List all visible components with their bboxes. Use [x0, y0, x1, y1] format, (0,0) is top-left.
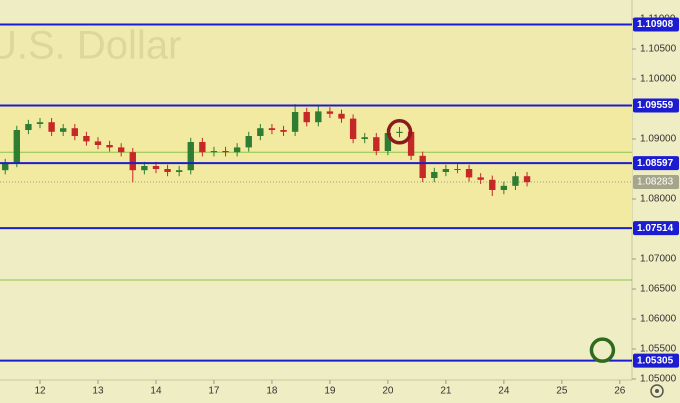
y-tick-label: 1.06000 — [640, 314, 677, 325]
gear-center[interactable] — [655, 389, 659, 393]
candle-body — [396, 131, 403, 134]
x-tick-label: 12 — [34, 386, 46, 397]
candle-body — [129, 152, 136, 171]
level-label: 1.05305 — [637, 355, 674, 366]
candle-body — [94, 141, 102, 146]
candle-body — [36, 122, 44, 125]
settings-icon[interactable] — [650, 384, 664, 398]
level-label: 1.10908 — [637, 19, 674, 30]
x-tick-label: 13 — [92, 386, 104, 397]
x-tick-label: 24 — [498, 386, 510, 397]
candle-body — [338, 113, 345, 119]
y-tick-label: 1.07000 — [640, 254, 677, 265]
y-tick-label: 1.10000 — [640, 74, 677, 85]
level-label-box — [633, 353, 679, 368]
candle-body — [117, 147, 125, 153]
candle-body — [477, 177, 484, 180]
y-tick-label: 1.06500 — [640, 284, 677, 295]
candle-body — [326, 111, 334, 114]
x-tick-label: 14 — [150, 386, 162, 397]
candle-body — [233, 147, 241, 153]
candle-body — [361, 137, 368, 140]
candle-body — [83, 136, 90, 142]
candle-body — [489, 179, 496, 190]
candle-body — [315, 111, 322, 123]
watermark: U.S. Dollar — [0, 24, 181, 68]
y-tick-label: 1.10500 — [640, 44, 677, 55]
candle-body — [407, 131, 415, 156]
candle-body — [2, 163, 9, 171]
level-label-box — [633, 221, 679, 236]
candle-body — [164, 169, 171, 173]
candle-body — [48, 122, 55, 132]
candle-body — [268, 128, 276, 131]
y-tick-label: 1.05500 — [640, 344, 677, 355]
last-price-box — [633, 175, 679, 190]
candle-body — [431, 172, 438, 179]
candle-body — [13, 130, 21, 164]
candle-body — [141, 166, 148, 171]
last-price-label: 1.08283 — [637, 177, 674, 188]
candle-body — [280, 130, 287, 132]
candle-body — [454, 169, 461, 171]
zone — [0, 24, 632, 106]
y-tick-label: 1.09000 — [640, 134, 677, 145]
candle-body — [60, 128, 67, 132]
marker-circle — [589, 337, 616, 363]
candle-body — [373, 137, 380, 152]
candle-body — [442, 169, 450, 173]
candle-body — [465, 169, 473, 178]
x-tick-label: 19 — [324, 386, 336, 397]
candle-body — [222, 151, 229, 153]
candle-body — [210, 151, 218, 153]
candle-body — [245, 136, 252, 148]
y-tick-label: 1.05000 — [640, 374, 677, 385]
x-tick-label: 21 — [440, 386, 452, 397]
x-tick-label: 17 — [208, 386, 220, 397]
level-label: 1.09559 — [637, 100, 674, 111]
level-label: 1.08597 — [637, 158, 674, 169]
candle-body — [187, 142, 194, 171]
candle-body — [500, 185, 508, 190]
level-label-box — [633, 17, 679, 32]
candle-body — [523, 176, 531, 183]
candle-body — [106, 145, 113, 148]
candle-body — [384, 133, 392, 152]
zone — [0, 105, 632, 229]
level-label: 1.07514 — [637, 223, 674, 234]
x-tick-label: 20 — [382, 386, 394, 397]
candle-body — [199, 142, 206, 153]
candle-body — [175, 170, 183, 173]
candle-body — [152, 166, 160, 170]
candle-body — [25, 124, 32, 131]
candle-body — [349, 118, 357, 140]
candle-body — [512, 176, 519, 186]
x-tick-label: 26 — [614, 386, 626, 397]
x-tick-label: 25 — [556, 386, 568, 397]
candle-body — [291, 112, 299, 132]
marker-circle — [386, 119, 413, 145]
gear[interactable] — [650, 384, 664, 398]
candle-body — [257, 128, 264, 137]
level-label-box — [633, 98, 679, 113]
x-tick-label: 18 — [266, 386, 278, 397]
y-tick-label: 1.08000 — [640, 194, 677, 205]
candle-body — [303, 112, 310, 123]
candle-body — [419, 155, 426, 179]
level-label-box — [633, 156, 679, 171]
candle-body — [71, 128, 78, 137]
